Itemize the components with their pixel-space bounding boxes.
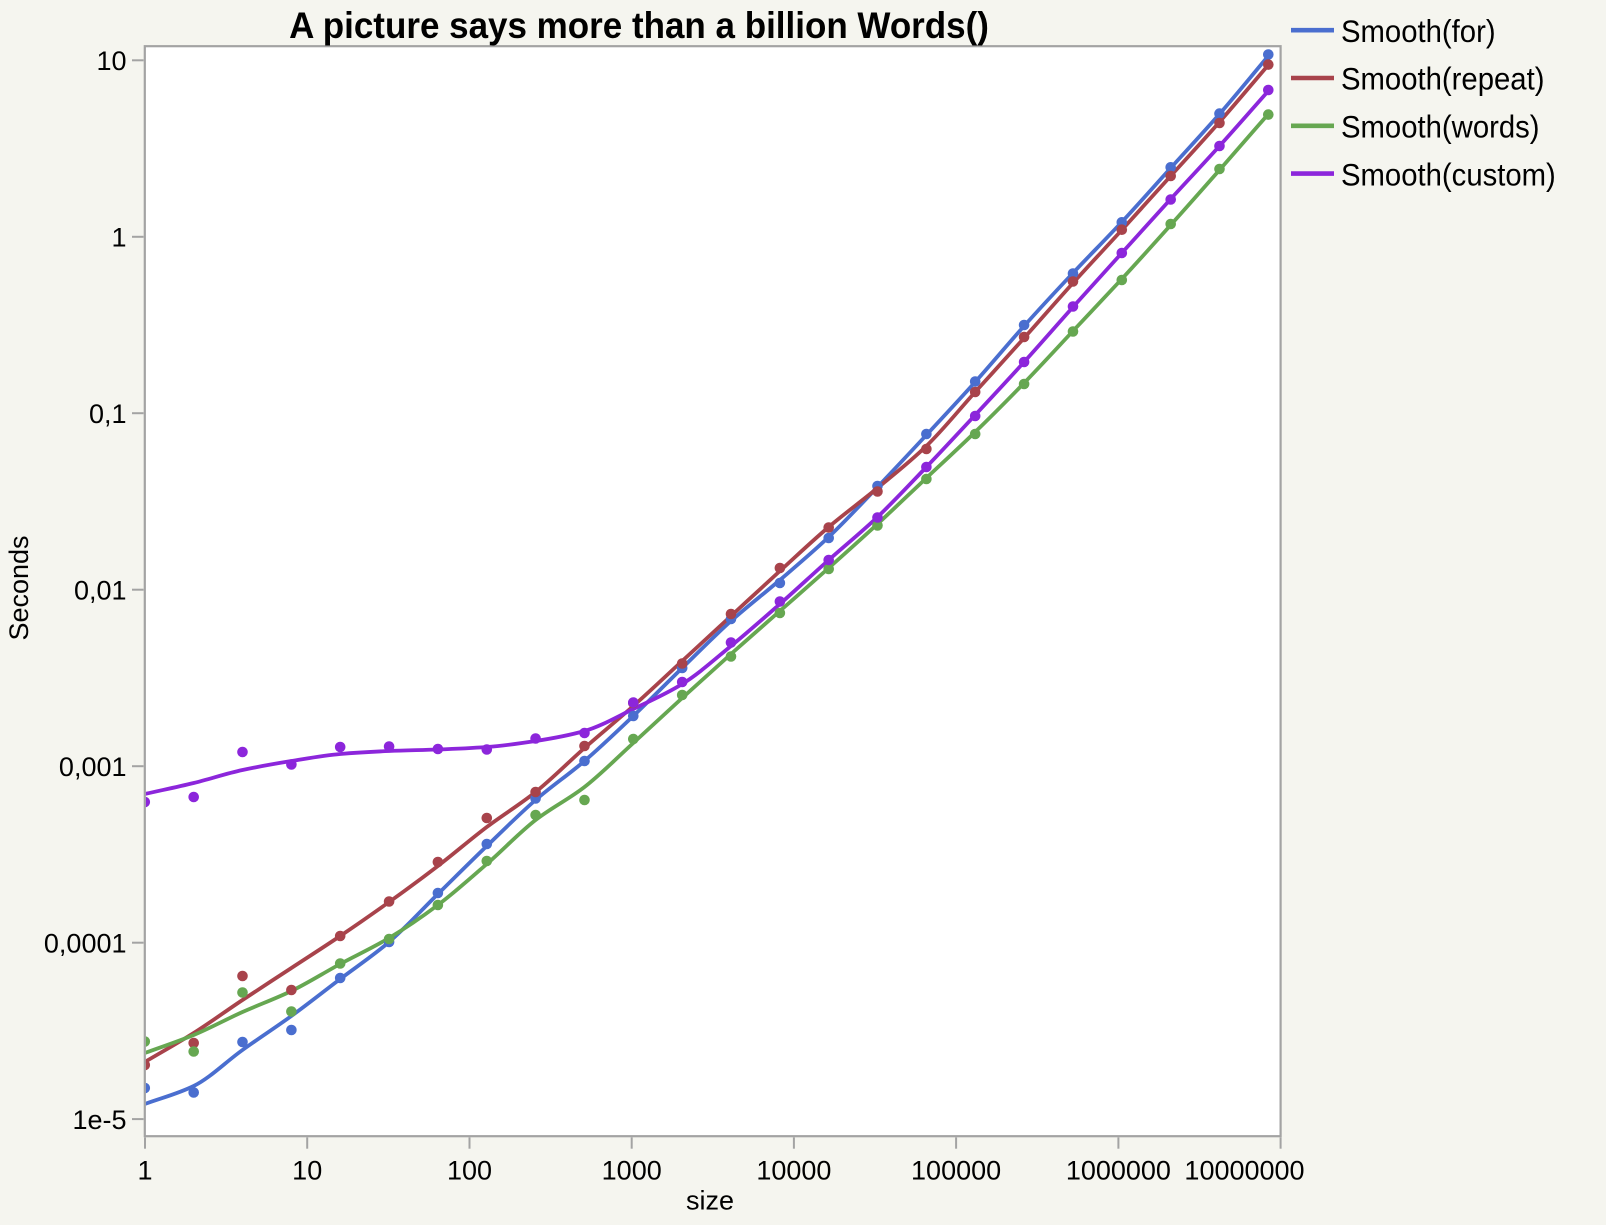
svg-text:Smooth(repeat): Smooth(repeat) [1341,62,1544,97]
svg-text:size: size [686,1186,734,1216]
svg-text:10: 10 [96,46,126,76]
svg-text:A picture says more than a bil: A picture says more than a billion Words… [289,4,989,46]
svg-text:Smooth(for): Smooth(for) [1341,14,1496,49]
svg-text:Smooth(custom): Smooth(custom) [1341,157,1556,192]
svg-text:1: 1 [111,223,126,253]
svg-text:1e-5: 1e-5 [72,1105,126,1135]
svg-text:0,1: 0,1 [89,399,127,429]
svg-text:1000: 1000 [602,1156,662,1186]
svg-text:10000: 10000 [756,1156,831,1186]
svg-text:100000: 100000 [911,1156,1001,1186]
svg-text:100: 100 [447,1156,492,1186]
svg-text:1: 1 [137,1156,152,1186]
svg-text:0,01: 0,01 [74,575,127,605]
svg-text:Smooth(words): Smooth(words) [1341,110,1540,145]
svg-text:1000000: 1000000 [1066,1156,1171,1186]
svg-text:0,001: 0,001 [59,752,127,782]
svg-text:10000000: 10000000 [1184,1156,1304,1186]
svg-text:10: 10 [292,1156,322,1186]
svg-text:Seconds: Seconds [4,535,34,640]
svg-text:0,0001: 0,0001 [44,928,127,958]
